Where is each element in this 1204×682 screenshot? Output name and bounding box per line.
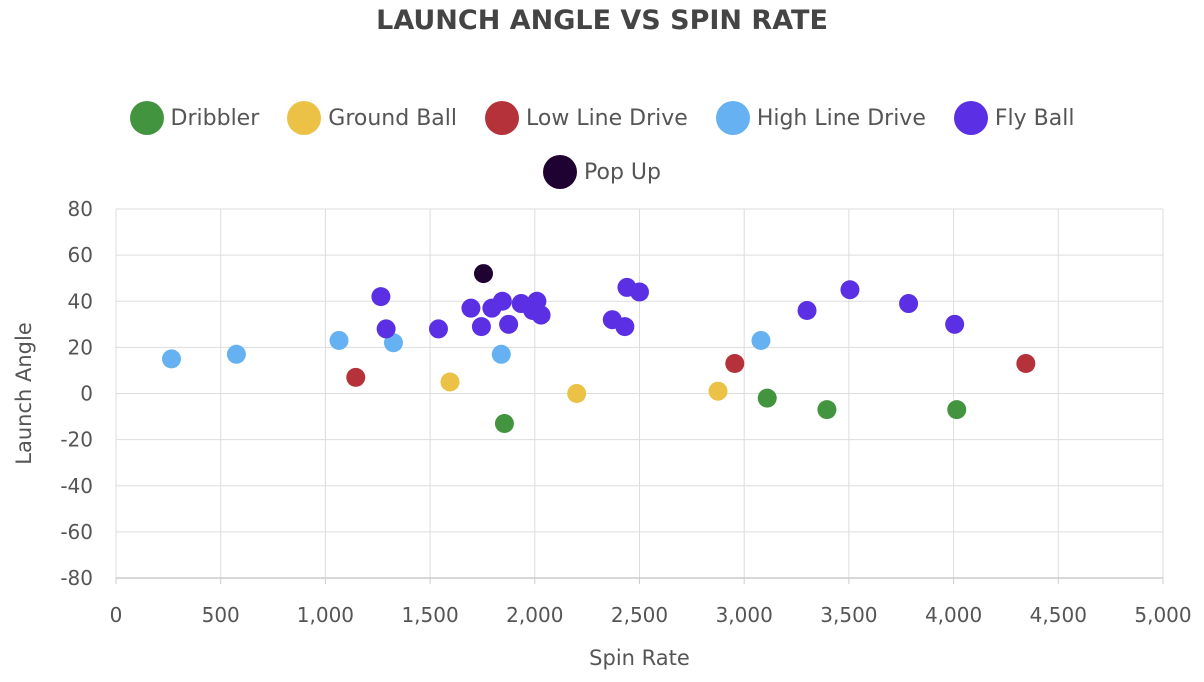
legend-label-fly-ball: Fly Ball [994,105,1075,131]
x-tick-label: 4,000 [925,603,982,627]
legend-item-pop-up[interactable]: Pop Up [543,155,661,189]
data-point-high-line-drive [491,344,511,364]
data-point-dribbler [494,413,514,433]
legend-swatch-low-line-drive [485,101,519,135]
legend-item-dribbler[interactable]: Dribbler [129,101,260,135]
data-point-high-line-drive [751,330,771,350]
data-point-dribbler [947,400,967,420]
data-point-fly-ball [428,319,448,339]
data-point-dribbler [817,400,837,420]
x-tick-label: 3,500 [820,603,877,627]
data-point-fly-ball [615,317,635,337]
x-tick-label: 5,000 [1134,603,1191,627]
data-point-fly-ball [461,298,481,318]
x-axis-title: Spin Rate [589,646,690,670]
data-point-low-line-drive [725,354,745,374]
data-point-high-line-drive [161,349,181,369]
y-tick-label: 60 [68,243,93,267]
y-tick-label: 80 [68,197,93,221]
legend-item-fly-ball[interactable]: Fly Ball [953,101,1075,135]
legend-label-high-line-drive: High Line Drive [756,105,926,131]
legend-label-ground-ball: Ground Ball [328,105,457,131]
y-tick-label: 40 [68,289,93,313]
x-tick-label: 3,000 [716,603,773,627]
data-point-ground-ball [440,372,460,392]
data-point-ground-ball [708,381,728,401]
legend-label-low-line-drive: Low Line Drive [526,105,688,131]
x-tick-label: 2,500 [611,603,668,627]
y-tick-label: -60 [60,520,93,544]
data-point-fly-ball [371,287,391,307]
data-point-high-line-drive [226,344,246,364]
data-point-fly-ball [840,280,860,300]
data-point-fly-ball [630,282,649,302]
data-point-dribbler [757,388,777,408]
legend-swatch-dribbler [129,101,164,135]
data-point-fly-ball [899,294,919,314]
x-tick-label: 4,500 [1030,603,1087,627]
legend-item-high-line-drive[interactable]: High Line Drive [715,101,926,135]
data-point-fly-ball [376,319,396,339]
data-point-high-line-drive [329,330,349,350]
data-point-low-line-drive [346,367,366,387]
y-tick-label: -80 [60,566,93,590]
x-tick-label: 1,500 [401,603,458,627]
x-tick-label: 2,000 [506,603,563,627]
legend-label-pop-up: Pop Up [584,159,661,185]
legend-item-ground-ball[interactable]: Ground Ball [287,101,457,135]
legend-swatch-high-line-drive [715,101,750,135]
legend-row-1: Dribbler Ground Ball Low Line Drive High… [0,101,1204,135]
data-point-fly-ball [471,317,491,337]
x-tick-label: 500 [202,603,240,627]
y-axis-title: Launch Angle [12,322,36,464]
chart-title: LAUNCH ANGLE VS SPIN RATE [376,5,828,36]
legend-label-dribbler: Dribbler [170,105,260,131]
y-tick-label: -40 [60,474,93,498]
data-point-pop-up [473,264,493,284]
y-tick-label: -20 [60,428,93,452]
y-tick-label: 20 [68,335,93,359]
data-point-low-line-drive [1016,354,1036,374]
data-point-fly-ball [797,300,817,320]
legend-swatch-pop-up [543,155,578,189]
legend-swatch-ground-ball [287,101,322,135]
y-tick-label: 0 [80,382,93,406]
data-point-ground-ball [567,384,587,403]
legend-swatch-fly-ball [953,101,988,135]
x-tick-label: 0 [110,603,123,627]
x-tick-label: 1,000 [297,603,354,627]
data-point-fly-ball [499,314,519,334]
data-point-fly-ball [492,291,512,311]
data-point-fly-ball [531,305,551,325]
data-point-fly-ball [945,314,965,334]
legend-row-2: Pop Up [0,155,1204,189]
legend-item-low-line-drive[interactable]: Low Line Drive [485,101,688,135]
